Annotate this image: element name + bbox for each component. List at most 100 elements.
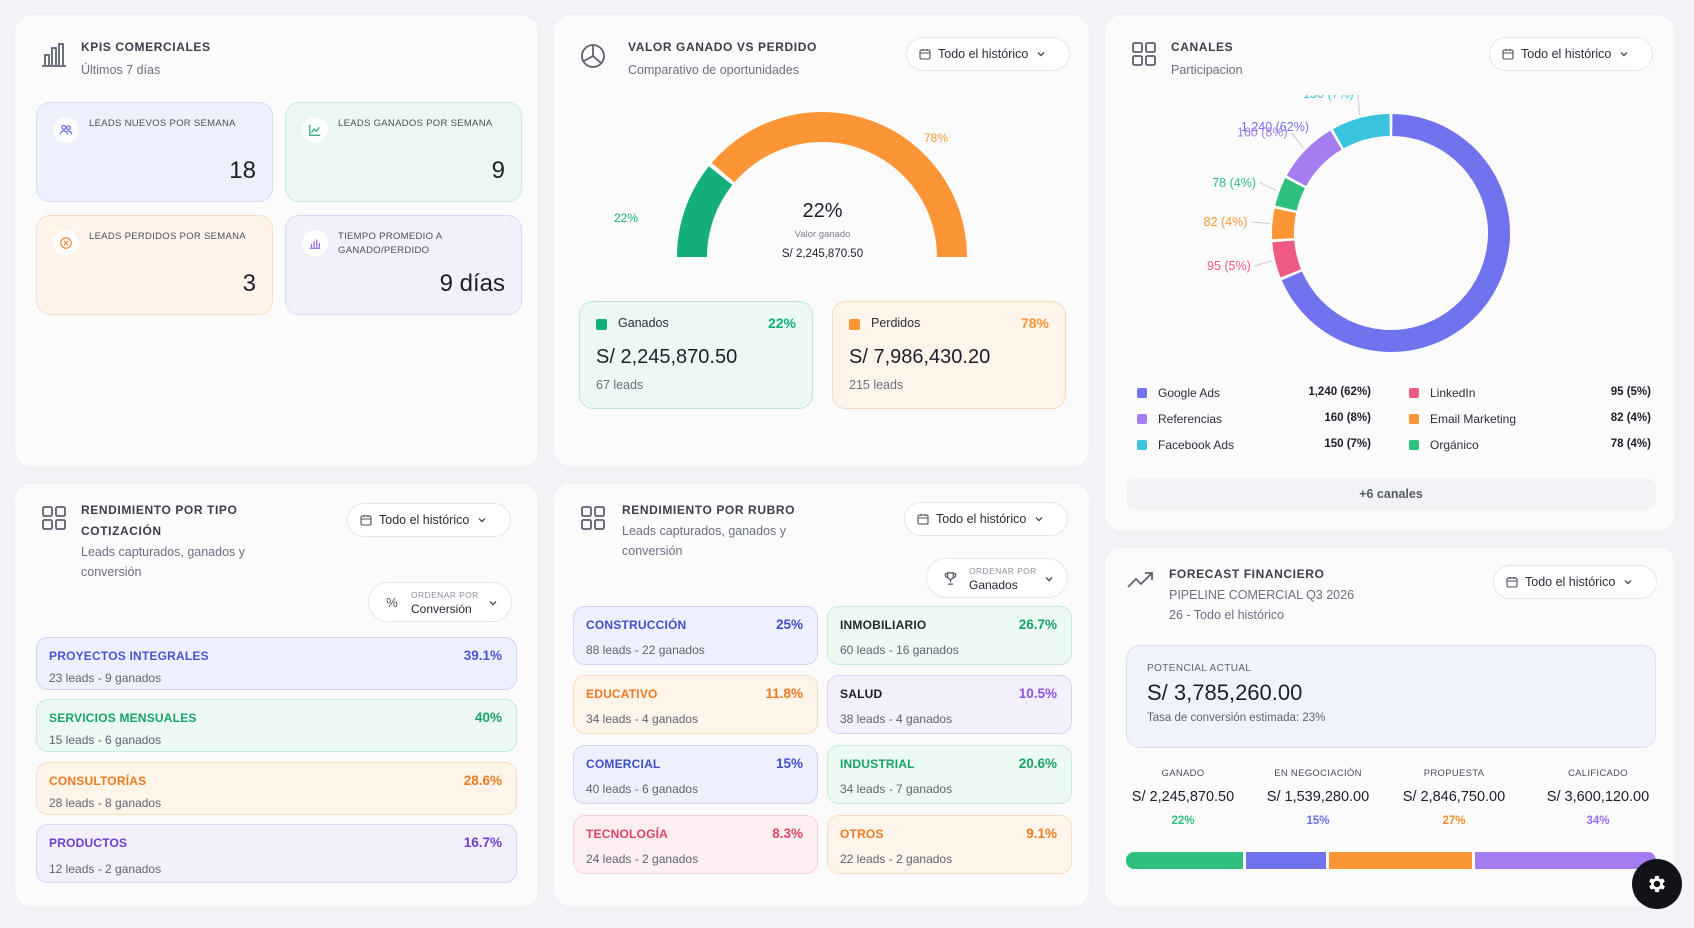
stage-label: PROPUESTA xyxy=(1423,768,1485,779)
pipeline-stacked-bar xyxy=(1126,852,1656,869)
kpi-label: LEADS GANADOS POR SEMANA xyxy=(338,118,493,129)
by-sector-filter-dropdown[interactable]: Todo el histórico xyxy=(904,502,1068,536)
by-sector-card: RENDIMIENTO POR RUBRO Leads capturados, … xyxy=(553,482,1090,908)
by-sector-sort-dropdown[interactable]: ORDENAR POR Ganados xyxy=(926,558,1068,598)
kpis-subtitle: Últimos 7 días xyxy=(81,63,161,77)
legend-name: Email Marketing xyxy=(1430,412,1517,426)
donut-slice[interactable] xyxy=(1272,208,1297,240)
potential-label: POTENCIAL ACTUAL xyxy=(1147,663,1252,674)
donut-slice[interactable] xyxy=(1281,114,1510,352)
donut-slice[interactable] xyxy=(1286,130,1342,187)
sector-item-comercial[interactable]: COMERCIAL 15% 40 leads - 6 ganados xyxy=(573,745,818,804)
gauge-center-value: 22% xyxy=(802,200,843,222)
won-summary[interactable]: Ganados 22% S/ 2,245,870.50 67 leads xyxy=(579,301,813,409)
stage-ganado: GANADO S/ 2,245,870.50 22% xyxy=(1113,768,1253,827)
kpi-value: 9 días xyxy=(439,270,505,297)
stage-value: S/ 2,846,750.00 xyxy=(1402,789,1506,805)
kpi-lost-leads[interactable]: LEADS PERDIDOS POR SEMANA 3 xyxy=(36,215,273,315)
stage-label: GANADO xyxy=(1161,768,1205,779)
type-item-productos[interactable]: PRODUCTOS 16.7% 12 leads - 2 ganados xyxy=(36,824,517,883)
sector-item-tecnologia[interactable]: TECNOLOGÍA 8.3% 24 leads - 2 ganados xyxy=(573,815,818,874)
calendar-icon xyxy=(1502,49,1514,60)
legend-value: 160 (8%) xyxy=(1324,412,1371,424)
donut-slice[interactable] xyxy=(1332,114,1391,149)
calendar-icon xyxy=(1506,577,1518,588)
won-lost-title: VALOR GANADO VS PERDIDO xyxy=(628,40,817,54)
donut-leader-line xyxy=(1259,182,1277,191)
sort-value: Conversión xyxy=(411,602,472,616)
sector-detail: 34 leads - 4 ganados xyxy=(586,712,699,726)
legend-swatch xyxy=(1137,388,1147,398)
channels-filter-dropdown[interactable]: Todo el histórico xyxy=(1489,37,1653,71)
lost-summary[interactable]: Perdidos 78% S/ 7,986,430.20 215 leads xyxy=(832,301,1066,409)
gear-icon xyxy=(1649,875,1665,893)
legend-name: LinkedIn xyxy=(1430,386,1476,400)
donut-slice-label: 1,240 (62%) xyxy=(1241,120,1309,134)
calendar-icon xyxy=(919,49,931,60)
by-type-subtitle-line2: conversión xyxy=(81,565,142,579)
stage-label: EN NEGOCIACIÓN xyxy=(1274,768,1362,779)
grid-icon xyxy=(578,503,608,533)
sector-item-industrial[interactable]: INDUSTRIAL 20.6% 34 leads - 7 ganados xyxy=(827,745,1072,804)
sector-name: SALUD xyxy=(840,687,883,701)
by-type-title: RENDIMIENTO POR TIPO xyxy=(81,503,238,517)
pipeline-segment xyxy=(1245,852,1326,869)
sector-detail: 38 leads - 4 ganados xyxy=(840,712,953,726)
more-channels-button[interactable]: +6 canales xyxy=(1126,478,1656,510)
gauge-center-caption: Valor ganado xyxy=(794,229,851,240)
pipeline-segment xyxy=(1328,852,1473,869)
sector-percent: 20.6% xyxy=(1018,756,1057,771)
legend-name: Google Ads xyxy=(1158,386,1221,400)
sector-item-otros[interactable]: OTROS 9.1% 22 leads - 2 ganados xyxy=(827,815,1072,874)
forecast-filter-dropdown[interactable]: Todo el histórico xyxy=(1493,565,1657,599)
type-percent: 16.7% xyxy=(463,835,502,850)
kpi-won-leads[interactable]: LEADS GANADOS POR SEMANA 9 xyxy=(285,102,522,202)
donut-slice-label: 95 (5%) xyxy=(1207,259,1251,273)
sector-item-educativo[interactable]: EDUCATIVO 11.8% 34 leads - 4 ganados xyxy=(573,675,818,734)
gauge-won-arc xyxy=(677,166,733,258)
donut-slice[interactable] xyxy=(1275,178,1306,211)
pipeline-segment xyxy=(1475,852,1656,869)
type-item-consultorias[interactable]: CONSULTORÍAS 28.6% 28 leads - 8 ganados xyxy=(36,762,517,815)
donut-slice[interactable] xyxy=(1272,240,1302,278)
gauge-chart xyxy=(677,112,967,258)
won-leads: 67 leads xyxy=(596,378,644,392)
stage-value: S/ 2,245,870.50 xyxy=(1131,789,1235,805)
chevron-down-icon xyxy=(1045,577,1053,582)
type-percent: 39.1% xyxy=(463,648,502,663)
lost-leads: 215 leads xyxy=(849,378,904,392)
legend-swatch xyxy=(1409,440,1419,450)
lost-name: Perdidos xyxy=(871,316,921,330)
kpi-value: 18 xyxy=(229,157,256,184)
bar-chart-icon xyxy=(39,39,69,69)
kpi-avg-time[interactable]: TIEMPO PROMEDIO A GANADO/PERDIDO 9 días xyxy=(285,215,522,315)
legend-item: LinkedIn xyxy=(1409,384,1475,402)
sort-label: ORDENAR POR xyxy=(411,590,479,600)
sector-item-salud[interactable]: SALUD 10.5% 38 leads - 4 ganados xyxy=(827,675,1072,734)
cancel-circle-icon xyxy=(53,230,79,256)
sector-item-inmobiliario[interactable]: INMOBILIARIO 26.7% 60 leads - 16 ganados xyxy=(827,606,1072,665)
kpi-new-leads[interactable]: LEADS NUEVOS POR SEMANA 18 xyxy=(36,102,273,202)
type-name: CONSULTORÍAS xyxy=(49,774,147,788)
sector-item-construccion[interactable]: CONSTRUCCIÓN 25% 88 leads - 22 ganados xyxy=(573,606,818,665)
stage-label: CALIFICADO xyxy=(1567,768,1628,779)
by-type-card: RENDIMIENTO POR TIPO COTIZACIÓN Leads ca… xyxy=(14,482,539,908)
type-name: SERVICIOS MENSUALES xyxy=(49,711,197,725)
legend-swatch xyxy=(1137,414,1147,424)
type-item-proyectos[interactable]: PROYECTOS INTEGRALES 39.1% 23 leads - 9 … xyxy=(36,637,517,690)
won-lost-filter-dropdown[interactable]: Todo el histórico xyxy=(906,37,1070,71)
donut-slice-label: 160 (8%) xyxy=(1237,126,1288,140)
kpi-value: 3 xyxy=(242,270,256,297)
type-item-servicios[interactable]: SERVICIOS MENSUALES 40% 15 leads - 6 gan… xyxy=(36,699,517,752)
lost-percent: 78% xyxy=(1020,315,1049,331)
sort-label: ORDENAR POR xyxy=(969,566,1037,576)
stage-percent: 34% xyxy=(1586,815,1610,827)
sector-percent: 9.1% xyxy=(1026,826,1057,841)
sort-value: Ganados xyxy=(969,578,1018,592)
by-type-filter-dropdown[interactable]: Todo el histórico xyxy=(347,503,511,537)
by-type-sort-dropdown[interactable]: % ORDENAR POR Conversión xyxy=(368,582,512,622)
gauge-center-amount: S/ 2,245,870.50 xyxy=(781,248,864,260)
settings-button[interactable] xyxy=(1632,859,1682,909)
legend-swatch xyxy=(1409,414,1419,424)
channels-title: CANALES xyxy=(1171,40,1234,54)
